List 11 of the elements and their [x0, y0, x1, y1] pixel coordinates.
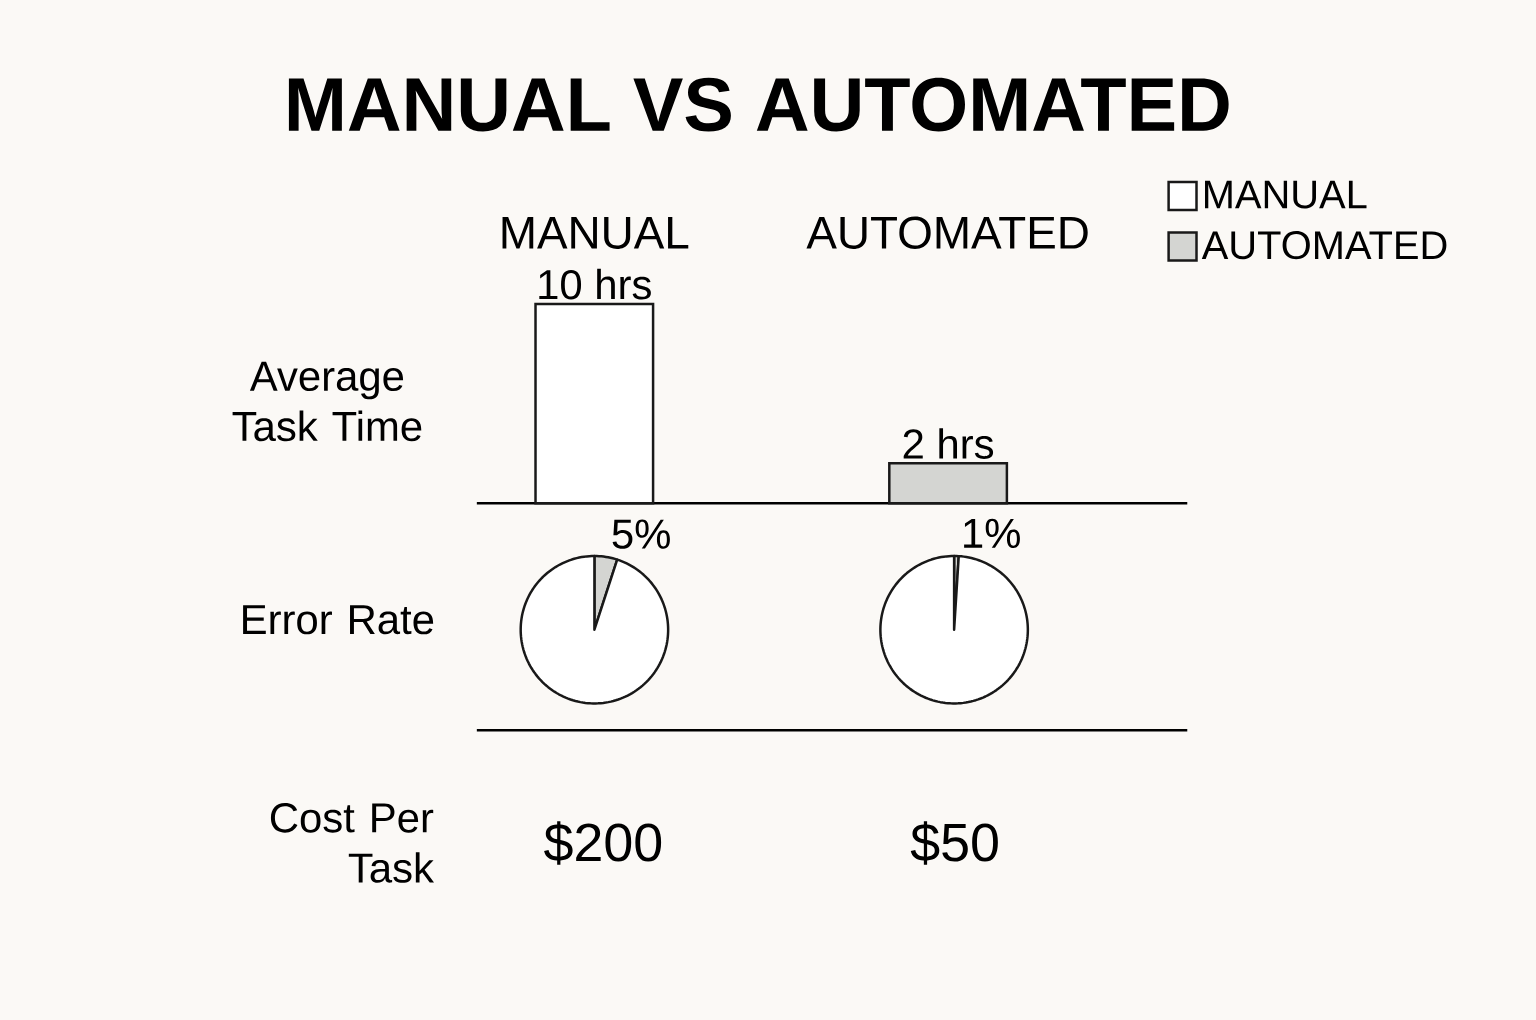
legend-label: MANUAL [1205, 180, 1367, 209]
text: Error Rate [243, 605, 434, 635]
data-label: 10 hrs [539, 268, 651, 300]
chart-title: MANUAL VS AUTOMATED [288, 77, 1229, 132]
text: Cost Per Task [270, 802, 434, 883]
data-label: 5% [612, 519, 670, 549]
text: $50 [910, 821, 998, 865]
data-label: 2 hrs [903, 428, 994, 459]
y-axis-title: Average Task Time [232, 361, 422, 442]
text: $200 [544, 821, 662, 865]
data-label: 1% [964, 518, 1020, 548]
